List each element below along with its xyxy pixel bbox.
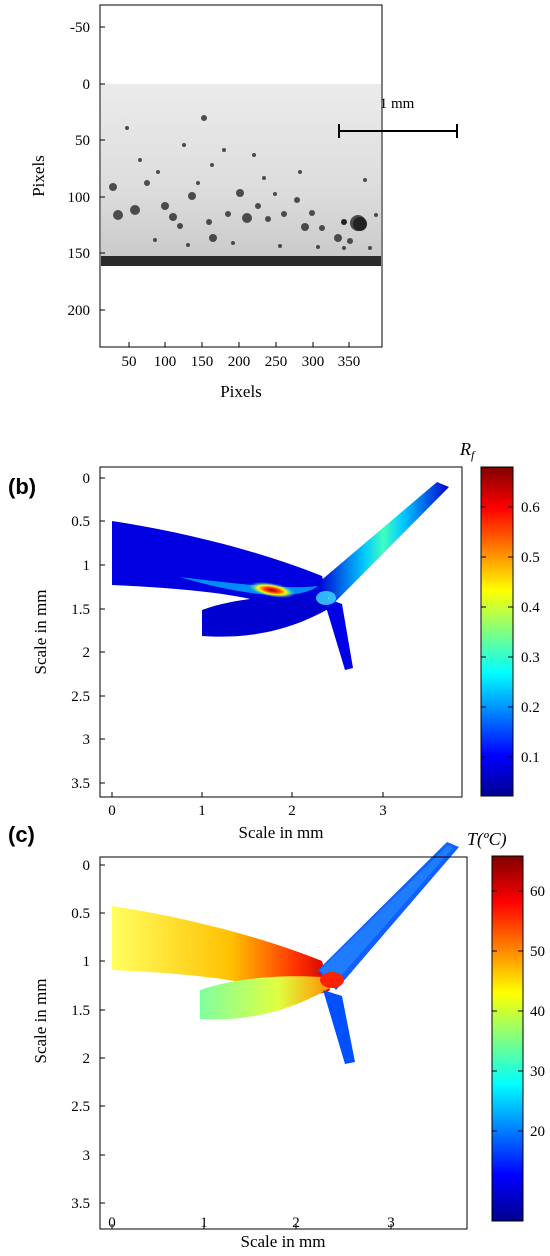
x-tick-label: 2: [288, 803, 296, 819]
panel-c-ylabel: Scale in mm: [31, 979, 50, 1064]
panel-b-x-ticks: 0 1 2 3: [108, 792, 387, 819]
y-tick-label: 2: [83, 1051, 91, 1067]
y-tick-label: 150: [68, 246, 91, 262]
y-tick-label: 3: [83, 732, 91, 748]
x-tick-label: 50: [122, 354, 137, 370]
colorbar-tick-label: 30: [530, 1064, 545, 1080]
panel-a-x-ticks: 50 100 150 200 250 300 350: [122, 342, 361, 370]
scale-bar-label: 1 mm: [380, 96, 415, 112]
y-tick-label: 2: [83, 645, 91, 661]
panel-c-colorbar-title: T(ºC): [467, 829, 507, 850]
y-tick-label: 0.5: [71, 906, 90, 922]
panel-c-y-ticks: 0 0.5 1 1.5 2 2.5 3 3.5: [71, 858, 105, 1212]
y-tick-label: 0: [83, 77, 91, 93]
y-tick-label: 0: [83, 858, 91, 874]
y-tick-label: 0: [83, 471, 91, 487]
panel-c-xlabel: Scale in mm: [241, 1232, 326, 1251]
y-tick-label: 3: [83, 1148, 91, 1164]
x-tick-label: 1: [198, 803, 206, 819]
x-tick-label: 150: [191, 354, 214, 370]
panel-c-heatmap: [112, 842, 459, 1064]
panel-b-letter: (b): [8, 474, 36, 499]
y-tick-label: 1: [83, 954, 91, 970]
colorbar-tick-label: 40: [530, 1004, 545, 1020]
panel-c-colorbar: [491, 855, 524, 1222]
y-tick-label: 3.5: [71, 776, 90, 792]
y-tick-label: -50: [70, 20, 90, 36]
panel-b-xlabel: Scale in mm: [239, 823, 324, 842]
x-tick-label: 2: [292, 1215, 300, 1231]
panel-c-letter: (c): [8, 822, 35, 847]
y-tick-label: 100: [68, 190, 91, 206]
x-tick-label: 3: [387, 1215, 395, 1231]
x-tick-label: 200: [228, 354, 251, 370]
x-tick-label: 350: [338, 354, 361, 370]
scale-bar-graphic: [338, 124, 458, 138]
panel-c-colorbar-ticks: 60 50 40 30 20: [492, 884, 545, 1140]
x-tick-label: 250: [265, 354, 288, 370]
colorbar-tick-label: 50: [530, 944, 545, 960]
x-tick-label: 3: [379, 803, 387, 819]
colorbar-tick-label: 0.1: [521, 750, 540, 766]
x-tick-label: 300: [302, 354, 325, 370]
x-tick-label: 1: [200, 1215, 208, 1231]
colorbar-tick-label: 60: [530, 884, 545, 900]
panel-c-x-ticks: 0 1 2 3: [108, 1215, 395, 1231]
x-tick-label: 0: [108, 803, 116, 819]
y-tick-label: 200: [68, 303, 91, 319]
y-tick-label: 50: [75, 133, 90, 149]
colorbar-tick-label: 0.6: [521, 500, 540, 516]
colorbar-tick-label: 0.4: [521, 600, 540, 616]
y-tick-label: 2.5: [71, 1099, 90, 1115]
colorbar-tick-label: 20: [530, 1124, 545, 1140]
panel-a: 1 mm Pixels Pixels 50 100 150 200 250 300 350 …: [29, 4, 550, 401]
panel-a-xlabel: Pixels: [220, 382, 262, 401]
panel-c-axes: [99, 856, 468, 1230]
panel-b-y-ticks: 0 0.5 1 1.5 2 2.5 3 3.5: [71, 471, 105, 792]
colorbar-tick-label: 0.2: [521, 700, 540, 716]
panel-a-y-ticks: -50 0 50 100 150 200: [68, 20, 105, 319]
droplet-image: [101, 84, 462, 266]
panel-b-ylabel: Scale in mm: [31, 590, 50, 675]
y-tick-label: 0.5: [71, 514, 90, 530]
large-droplet: [353, 217, 367, 231]
panel-b: (b) Scale in mm Scale in mm 0 1 2 3 0 0.5 1 1.…: [8, 439, 540, 842]
panel-b-colorbar-title: Rf: [459, 439, 476, 462]
y-tick-label: 1: [83, 558, 91, 574]
colorbar-tick-label: 0.5: [521, 550, 540, 566]
x-tick-label: 100: [154, 354, 177, 370]
y-tick-label: 1.5: [71, 602, 90, 618]
colorbar-tick-label: 0.3: [521, 650, 540, 666]
panel-a-ylabel: Pixels: [29, 155, 48, 197]
x-tick-label: 0: [108, 1215, 116, 1231]
y-tick-label: 2.5: [71, 689, 90, 705]
panel-b-colorbar-ticks: 0.6 0.5 0.4 0.3 0.2 0.1: [481, 500, 540, 766]
y-tick-label: 3.5: [71, 1196, 90, 1212]
panel-c: (c) Scale in mm Scale in mm 0 1 2 3 0 0.5 1 1.…: [8, 822, 545, 1251]
panel-b-heatmap: [112, 482, 449, 670]
panel-b-colorbar: [480, 466, 514, 797]
y-tick-label: 1.5: [71, 1003, 90, 1019]
